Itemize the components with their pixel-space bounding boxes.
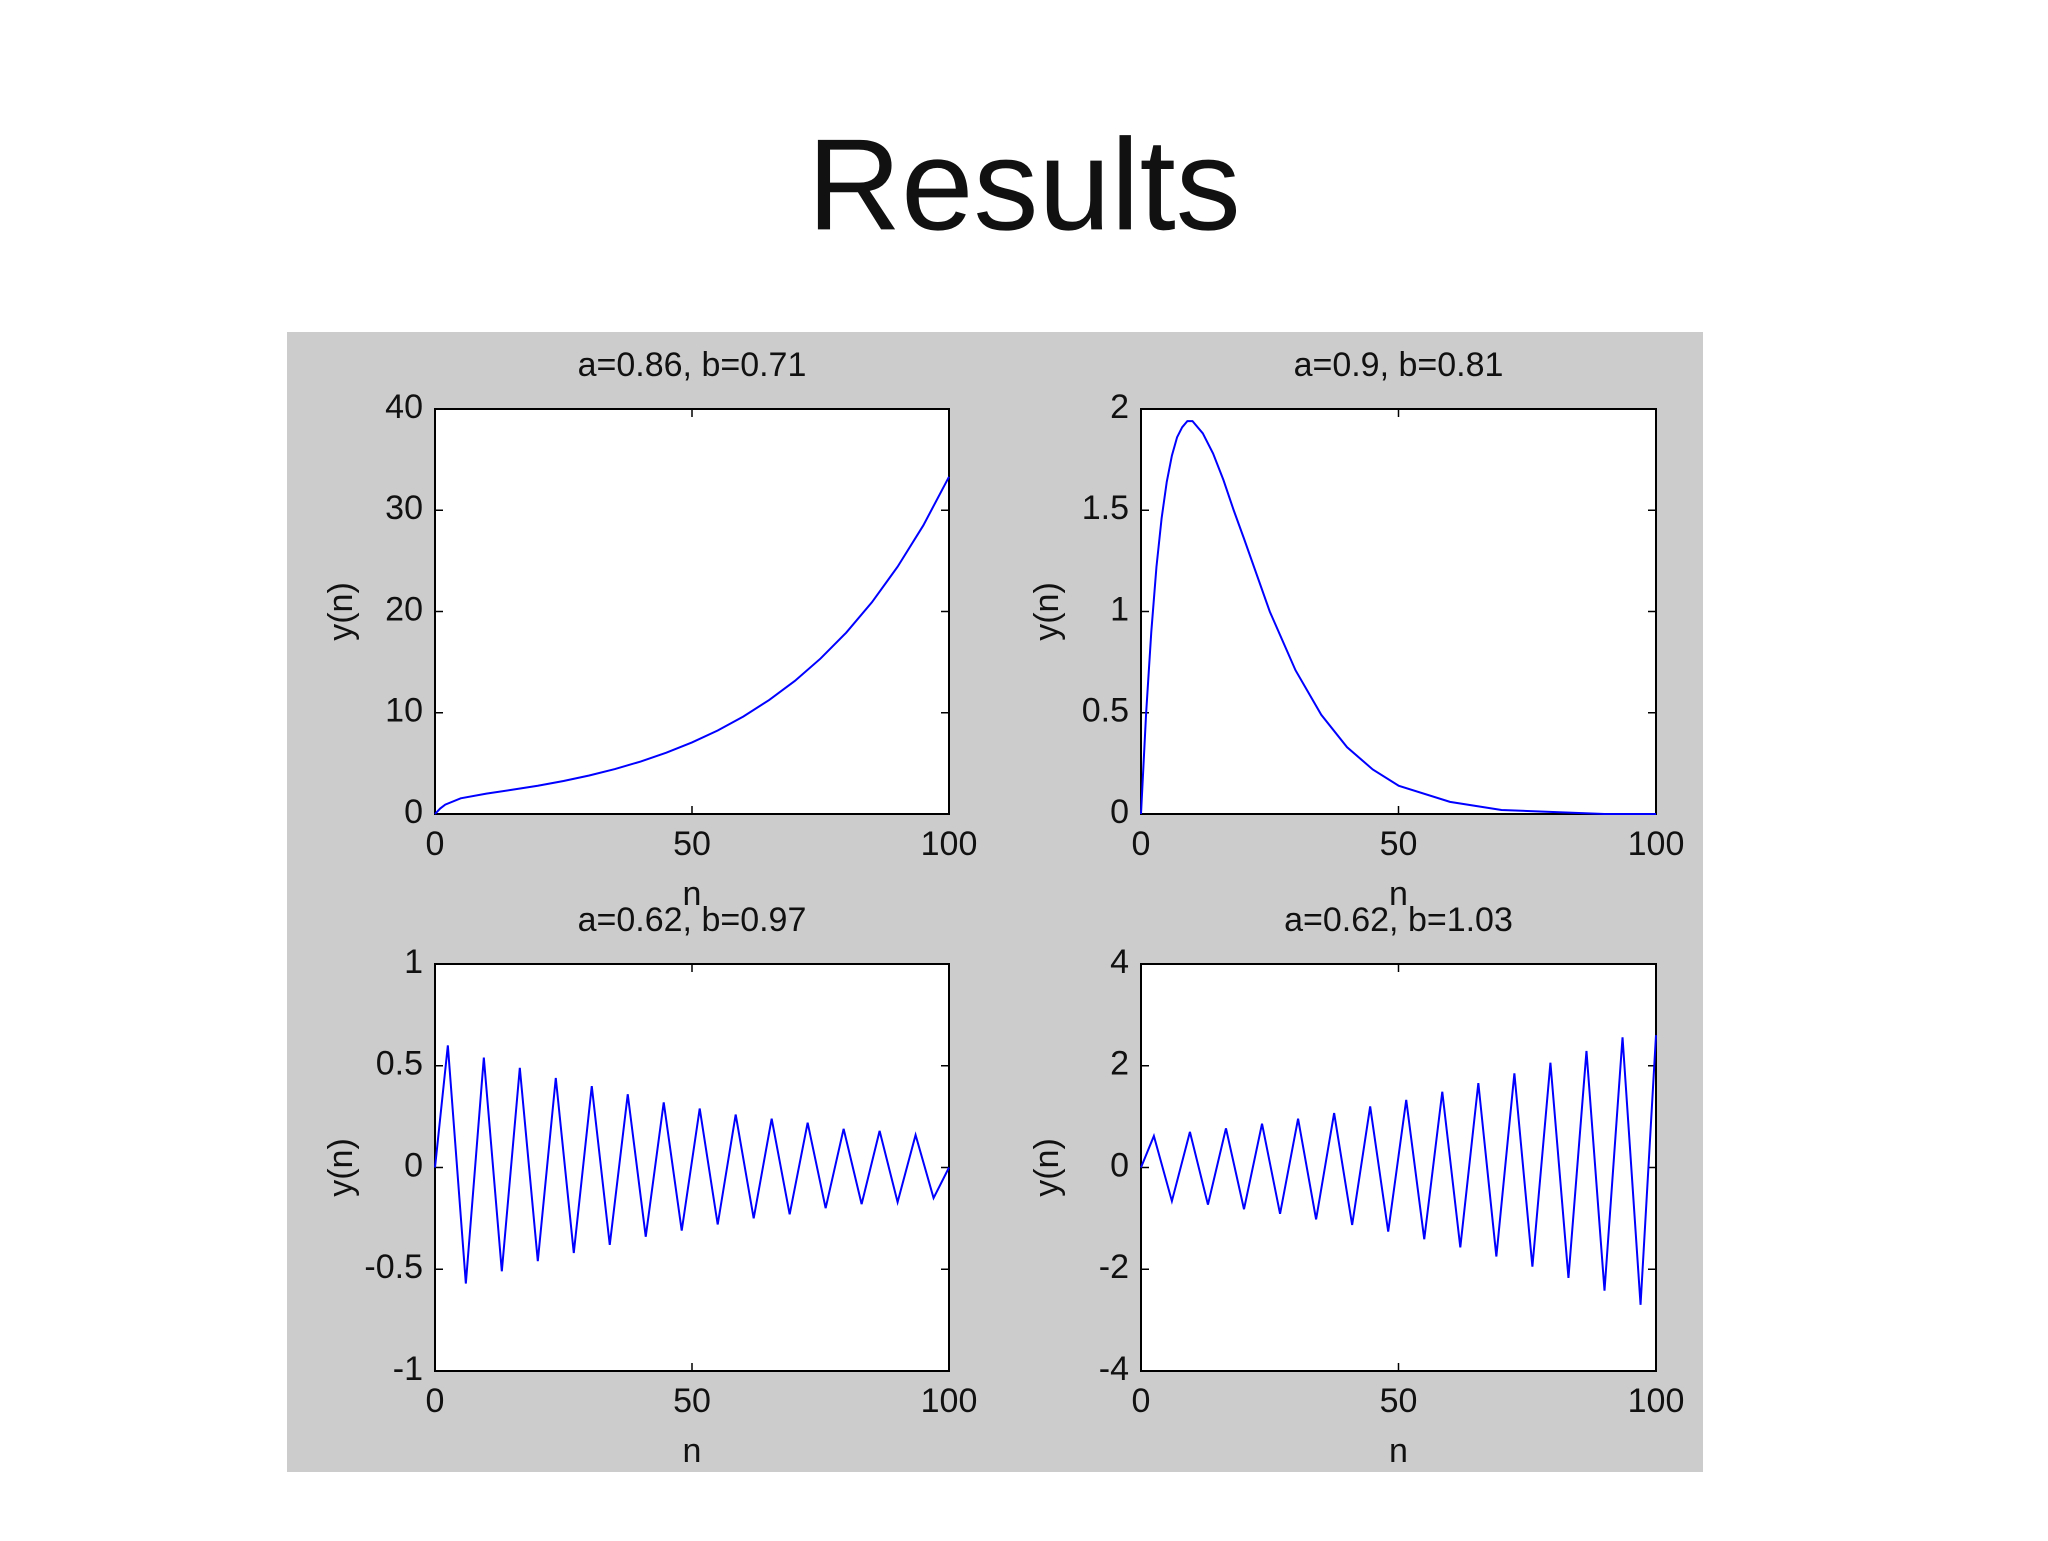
- x-axis-label: n: [1389, 875, 1408, 913]
- y-tick-label: 0: [1110, 793, 1129, 831]
- x-tick-label: 50: [673, 825, 711, 863]
- y-tick-label: -2: [1099, 1248, 1129, 1286]
- x-tick-label: 100: [921, 825, 978, 863]
- x-axis-label: n: [1389, 1432, 1408, 1470]
- x-tick-label: 50: [1380, 825, 1418, 863]
- y-axis-label: y(n): [322, 1138, 360, 1197]
- x-axis-label: n: [683, 1432, 702, 1470]
- y-tick-label: 2: [1110, 1045, 1129, 1083]
- plot-title: a=0.9, b=0.81: [1294, 346, 1504, 384]
- y-tick-label: 2: [1110, 388, 1129, 426]
- y-tick-label: 0.5: [1082, 692, 1129, 730]
- y-axis-label: y(n): [322, 582, 360, 641]
- y-tick-label: 1.5: [1082, 489, 1129, 527]
- y-tick-label: 4: [1110, 943, 1129, 981]
- plot-title: a=0.62, b=1.03: [1284, 901, 1513, 939]
- y-axis-label: y(n): [1028, 1138, 1066, 1197]
- plot-area: [434, 408, 950, 815]
- y-tick-label: 0: [404, 1146, 423, 1184]
- data-line: [434, 1045, 950, 1284]
- y-tick-label: 30: [385, 489, 423, 527]
- x-tick-label: 100: [921, 1382, 978, 1420]
- x-tick-label: 100: [1628, 825, 1685, 863]
- x-tick-label: 0: [426, 1382, 445, 1420]
- plot-area: [1140, 408, 1657, 815]
- x-tick-label: 0: [426, 825, 445, 863]
- y-tick-label: 0.5: [376, 1045, 423, 1083]
- y-tick-label: -1: [393, 1350, 423, 1388]
- x-tick-label: 50: [1380, 1382, 1418, 1420]
- x-tick-label: 50: [673, 1382, 711, 1420]
- slide-title: Results: [807, 111, 1240, 257]
- y-tick-label: 1: [404, 943, 423, 981]
- x-tick-label: 0: [1132, 825, 1151, 863]
- y-axis-label: y(n): [1028, 582, 1066, 641]
- y-tick-label: 0: [1110, 1146, 1129, 1184]
- plot-title: a=0.62, b=0.97: [578, 901, 807, 939]
- y-tick-label: 0: [404, 793, 423, 831]
- y-tick-label: -0.5: [364, 1248, 423, 1286]
- y-tick-label: 40: [385, 388, 423, 426]
- y-tick-label: -4: [1099, 1350, 1129, 1388]
- data-line: [434, 476, 950, 815]
- y-tick-label: 10: [385, 692, 423, 730]
- x-tick-label: 0: [1132, 1382, 1151, 1420]
- data-line: [1140, 420, 1656, 815]
- x-tick-label: 100: [1628, 1382, 1685, 1420]
- data-line: [1140, 1035, 1657, 1305]
- plot-title: a=0.86, b=0.71: [578, 346, 807, 384]
- y-tick-label: 20: [385, 590, 423, 628]
- x-axis-label: n: [683, 875, 702, 913]
- y-tick-label: 1: [1110, 590, 1129, 628]
- plot-area: [1140, 963, 1657, 1372]
